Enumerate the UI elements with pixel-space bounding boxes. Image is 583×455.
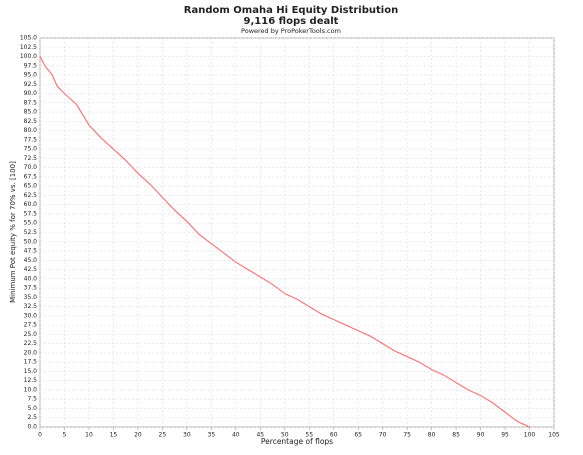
y-tick-label: 50.0	[24, 238, 38, 245]
x-tick-label: 45	[256, 432, 264, 439]
y-tick-label: 65.0	[24, 183, 38, 190]
y-tick-label: 25.0	[24, 331, 38, 338]
x-tick-label: 90	[477, 432, 485, 439]
x-tick-label: 95	[501, 432, 509, 439]
y-tick-label: 40.0	[24, 275, 38, 282]
y-tick-label: 90.0	[24, 90, 38, 97]
x-tick-label: 105	[548, 432, 560, 439]
y-tick-label: 32.5	[24, 303, 38, 310]
y-tick-label: 12.5	[24, 377, 38, 384]
x-tick-label: 40	[232, 432, 240, 439]
y-tick-label: 5.0	[27, 405, 37, 412]
y-tick-label: 7.5	[27, 396, 37, 403]
x-tick-label: 20	[134, 432, 142, 439]
credit: Powered by ProPokerTools.com	[241, 27, 341, 35]
x-tick-label: 60	[330, 432, 338, 439]
x-tick-label: 25	[159, 432, 167, 439]
y-tick-label: 0.0	[27, 424, 37, 431]
x-tick-label: 80	[428, 432, 436, 439]
y-tick-label: 37.5	[24, 285, 38, 292]
x-tick-label: 10	[85, 432, 93, 439]
data-line	[39, 56, 530, 428]
y-tick-label: 35.0	[24, 294, 38, 301]
y-tick-label: 62.5	[24, 192, 38, 199]
x-axis-label: Percentage of flops	[261, 437, 333, 446]
y-tick-label: 102.5	[20, 44, 37, 51]
y-tick-label: 92.5	[24, 81, 38, 88]
chart-subtitle: 9,116 flops dealt	[244, 16, 339, 27]
y-tick-label: 60.0	[24, 201, 38, 208]
x-tick-label: 15	[110, 432, 118, 439]
y-axis-label: Minimum Pot equity % for 70% vs. [100]	[9, 161, 17, 303]
x-tick-label: 30	[183, 432, 191, 439]
x-tick-label: 65	[354, 432, 362, 439]
y-tick-label: 80.0	[24, 127, 38, 134]
chart-title: Random Omaha Hi Equity Distribution	[184, 5, 398, 16]
y-tick-label: 55.0	[24, 220, 38, 227]
y-tick-label: 82.5	[24, 118, 38, 125]
y-tick-label: 2.5	[27, 414, 37, 421]
y-tick-label: 22.5	[24, 340, 38, 347]
y-tick-label: 45.0	[24, 257, 38, 264]
y-tick-label: 77.5	[24, 136, 38, 143]
y-tick-label: 97.5	[24, 62, 38, 69]
y-tick-label: 95.0	[24, 72, 38, 79]
y-tick-label: 17.5	[24, 359, 38, 366]
x-tick-label: 5	[63, 432, 67, 439]
y-tick-label: 10.0	[24, 386, 38, 393]
y-tick-label: 87.5	[24, 99, 38, 106]
y-tick-label: 57.5	[24, 210, 38, 217]
y-tick-label: 105.0	[20, 35, 37, 42]
y-tick-label: 27.5	[24, 322, 38, 329]
x-tick-label: 0	[38, 432, 42, 439]
y-tick-label: 67.5	[24, 173, 38, 180]
y-tick-label: 42.5	[24, 266, 38, 273]
x-tick-label: 85	[452, 432, 460, 439]
x-tick-label: 75	[403, 432, 411, 439]
y-tick-label: 30.0	[24, 312, 38, 319]
y-tick-label: 15.0	[24, 368, 38, 375]
y-tick-label: 20.0	[24, 349, 38, 356]
y-tick-label: 52.5	[24, 229, 38, 236]
y-tick-label: 70.0	[24, 164, 38, 171]
x-tick-label: 100	[524, 432, 536, 439]
y-tick-label: 85.0	[24, 109, 38, 116]
x-tick-label: 70	[379, 432, 387, 439]
x-tick-label: 55	[305, 432, 313, 439]
y-tick-label: 72.5	[24, 155, 38, 162]
y-tick-label: 100.0	[20, 53, 37, 60]
x-tick-label: 35	[208, 432, 216, 439]
x-tick-label: 50	[281, 432, 289, 439]
y-tick-label: 75.0	[24, 146, 38, 153]
y-tick-label: 47.5	[24, 248, 38, 255]
